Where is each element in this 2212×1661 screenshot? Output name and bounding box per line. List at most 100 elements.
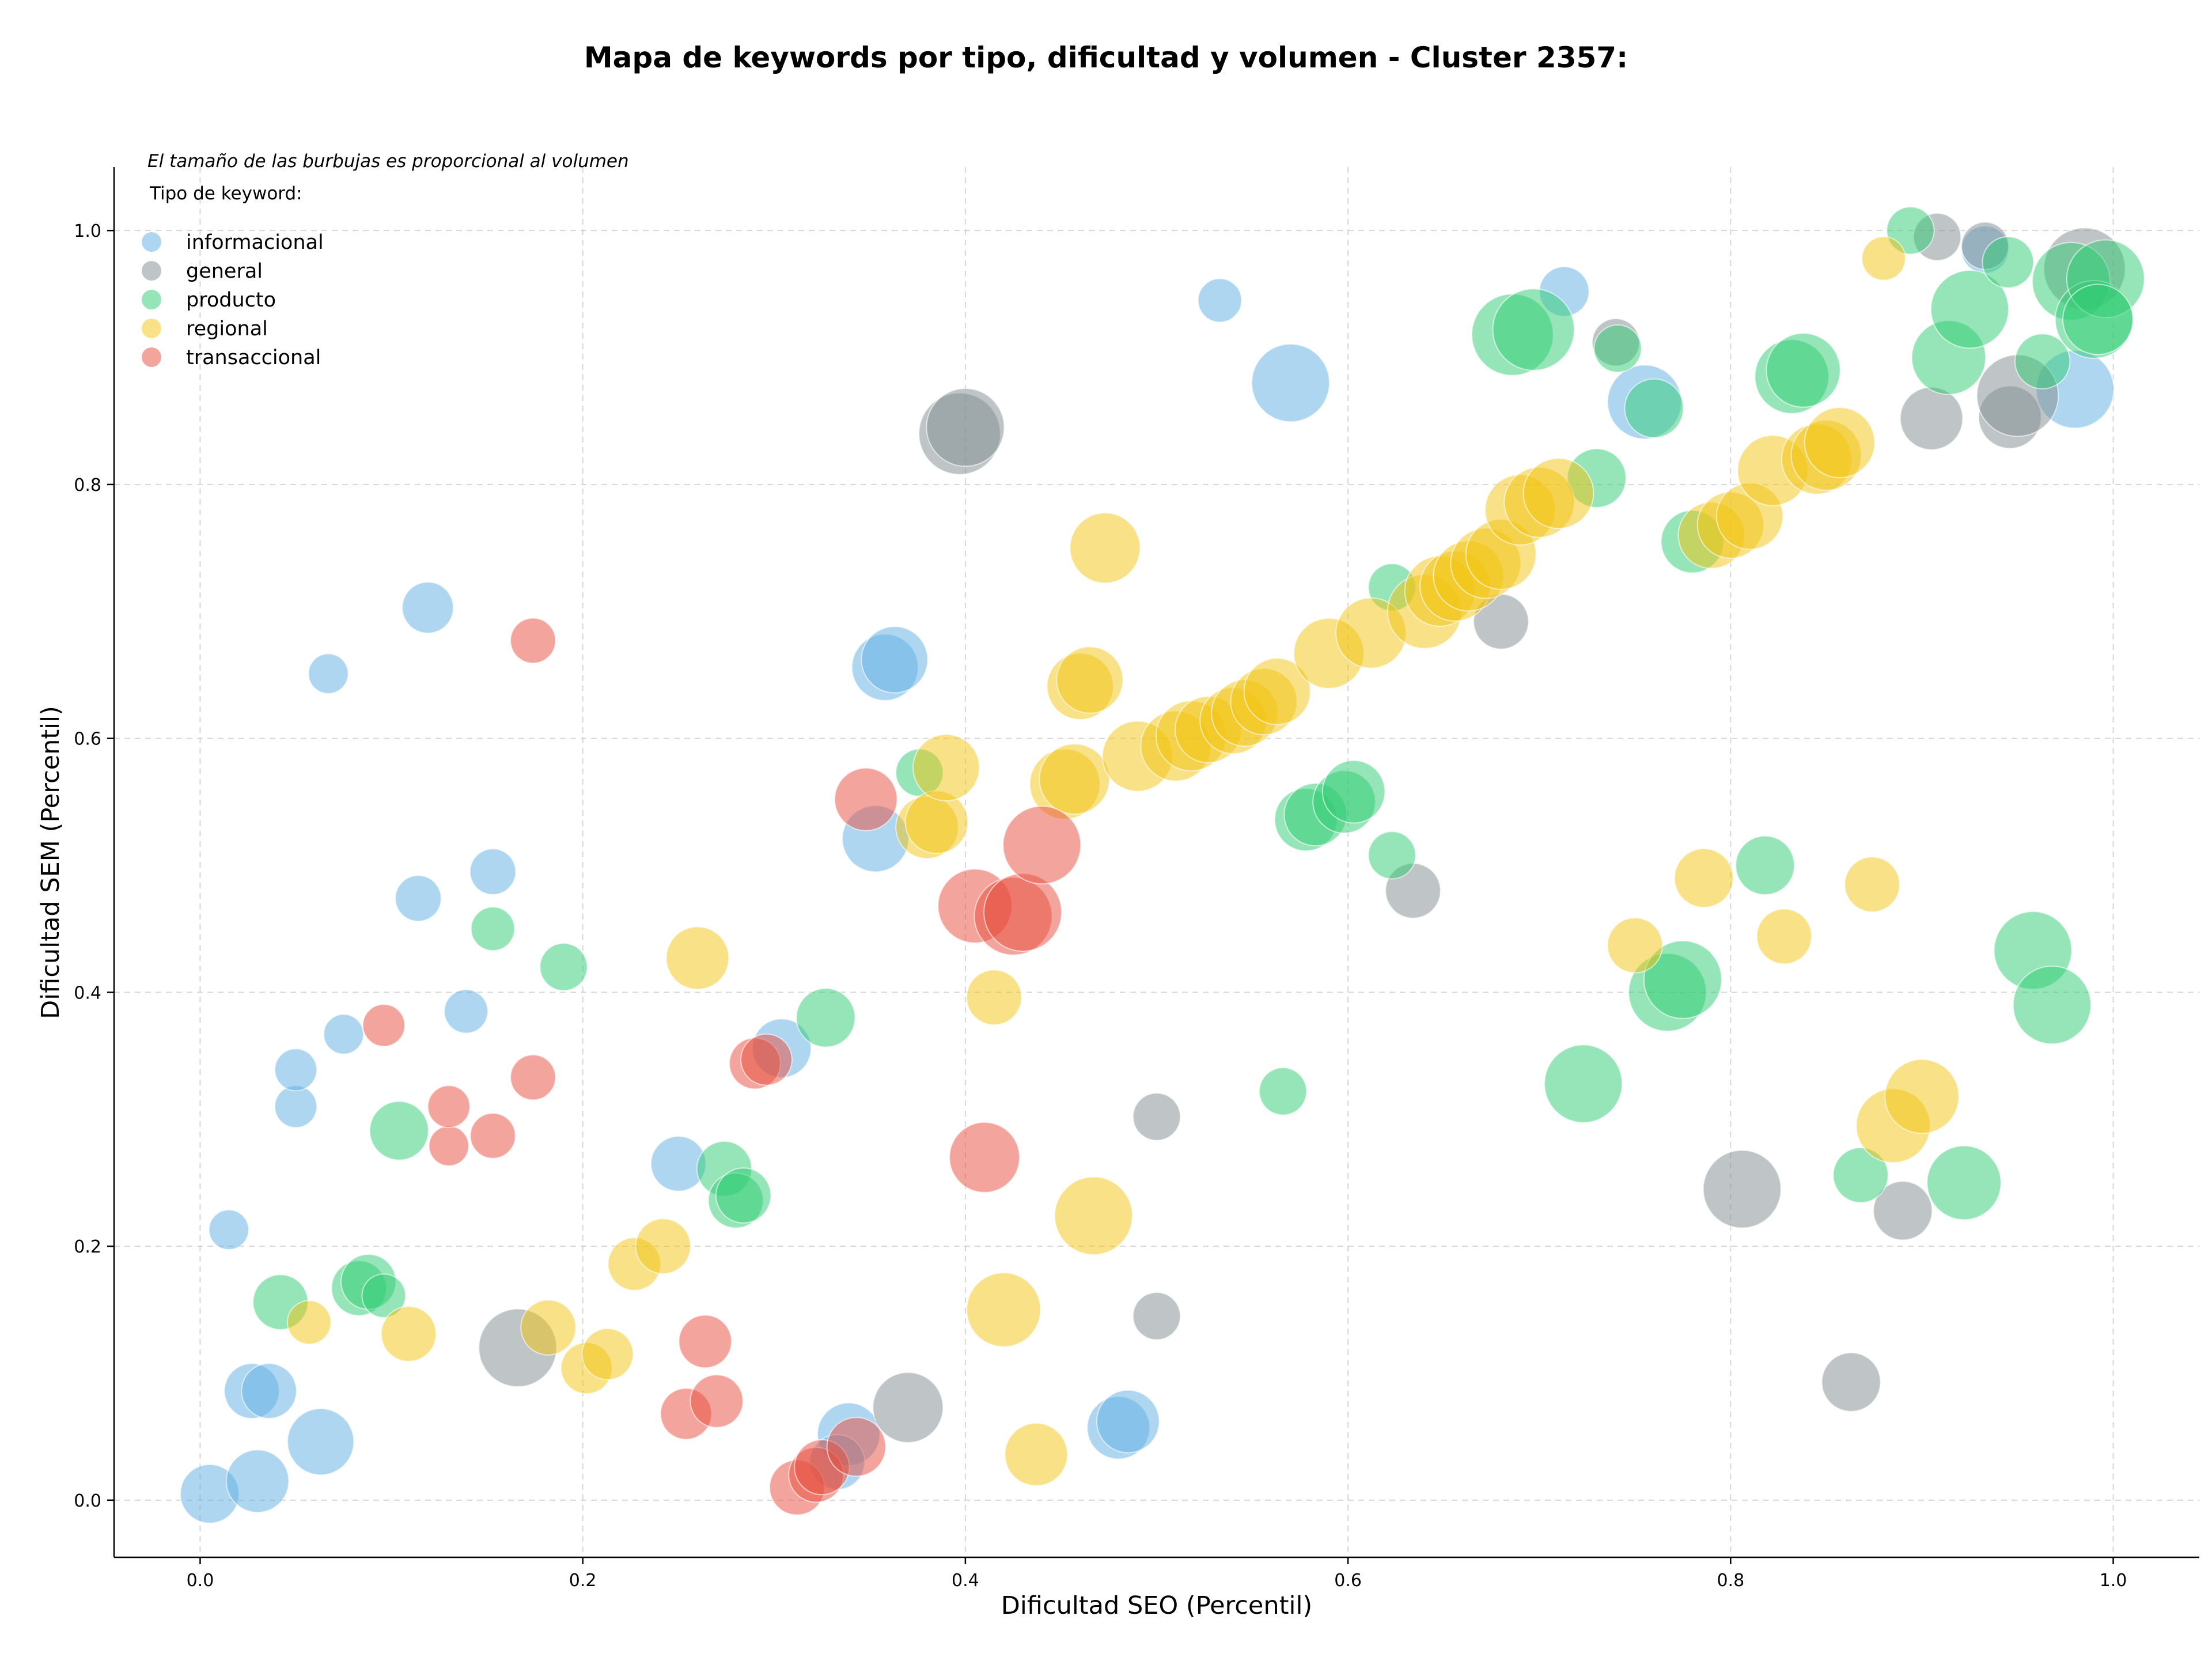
bubble-regional [1054,1176,1133,1255]
bubble-producto [1544,1044,1623,1123]
legend-item-transaccional: transaccional [142,346,321,369]
x-ticks: 0.0 0.2 0.4 0.6 0.8 1.0 [187,1557,2127,1591]
x-tick-label: 0.4 [952,1571,979,1591]
bubble-informacional [323,1013,365,1055]
bubble-transaccional [740,1033,793,1086]
bubble-general [1899,387,1964,451]
legend-label: general [186,260,263,283]
bubble-informacional [287,1408,355,1476]
bubble-informacional [274,1048,317,1092]
bubble-regional [581,1328,634,1380]
y-tick-label: 0.6 [74,729,101,750]
bubble-regional [520,1299,577,1356]
bubble-informacional [1096,1389,1160,1454]
bubble-producto [361,1273,407,1318]
bubble-regional [1069,512,1141,584]
legend: informacional general producto regional tran… [142,231,324,369]
legend-label: informacional [186,231,324,254]
bubble-regional [1861,236,1906,281]
bubble-producto [1930,270,2009,349]
bubble-general [926,388,1005,467]
bubble-producto [1735,835,1796,896]
bubble-producto [1492,288,1575,371]
legend-label: regional [186,317,268,340]
y-tick-label: 0.4 [74,983,101,1003]
legend-marker [142,347,161,367]
bubble-transaccional [428,1125,469,1167]
bubble-regional [1607,917,1663,974]
y-tick-label: 0.8 [74,475,101,495]
bubble-regional [1756,908,1813,965]
bubble-size-note: El tamaño de las burbujas es proporciona… [147,151,629,172]
bubble-producto [1624,378,1684,438]
bubble-producto [470,906,516,951]
bubble-general [1821,1352,1881,1412]
series-transaccional [362,617,1082,1516]
bubble-transaccional [1002,805,1082,885]
bubble-transaccional [983,873,1063,952]
bubble-informacional [308,653,349,694]
bubble-regional [1884,1058,1960,1134]
bubble-informacional [241,1363,297,1420]
x-tick-label: 0.2 [569,1571,597,1591]
x-tick-label: 0.0 [187,1571,214,1591]
bubble-producto [539,943,588,992]
legend-marker [142,290,161,309]
y-tick-label: 0.0 [74,1491,101,1511]
legend-marker [142,261,161,281]
x-tick-label: 1.0 [2100,1571,2127,1591]
legend-item-informacional: informacional [142,231,324,254]
bubble-producto [1368,831,1416,880]
bubble-transaccional [949,1121,1021,1193]
data-points [180,206,2145,1524]
x-tick-label: 0.6 [1334,1571,1362,1591]
bubble-informacional [395,875,442,922]
bubble-regional [1673,848,1734,909]
legend-item-regional: regional [142,317,268,340]
bubble-producto [369,1100,429,1161]
bubble-regional [635,1218,691,1274]
bubble-informacional [225,1449,290,1514]
bubble-regional [1039,743,1111,815]
bubble-producto [1643,940,1722,1019]
y-tick-label: 0.2 [74,1237,101,1257]
bubble-transaccional [469,1113,516,1159]
bubble-regional [966,969,1022,1026]
bubble-regional [1056,646,1124,714]
bubble-producto [1982,236,2035,289]
bubble-producto [1259,1067,1308,1116]
bubble-producto [2014,333,2071,389]
bubble-producto [715,1167,772,1224]
bubble-producto [796,987,856,1048]
x-tick-label: 0.8 [1717,1571,1744,1591]
bubble-informacional [402,581,454,634]
bubble-informacional [444,989,488,1034]
bubble-transaccional [510,1054,556,1101]
bubble-transaccional [362,1004,406,1047]
bubble-general [1132,1292,1181,1341]
y-ticks: 0.0 0.2 0.4 0.6 0.8 1.0 [74,221,114,1511]
bubble-regional [904,790,969,854]
chart-title: Mapa de keywords por tipo, dificultad y … [584,41,1628,74]
bubble-informacional [1251,343,1330,423]
bubble-transaccional [427,1085,471,1129]
bubble-transaccional [678,1314,732,1369]
bubble-producto [1593,324,1642,373]
bubble-producto [2012,965,2092,1045]
bubble-informacional [1197,278,1243,323]
legend-marker [142,232,161,252]
bubble-general [1702,1149,1782,1229]
bubble-regional [912,733,980,801]
bubble-regional [286,1300,332,1345]
bubble-regional [665,926,730,990]
bubble-producto [1926,1145,2002,1221]
x-axis-label: Dificultad SEO (Percentil) [1001,1591,1312,1620]
y-tick-label: 1.0 [74,221,101,241]
legend-marker [142,319,161,338]
bubble-producto [1832,1147,1889,1204]
legend-title: Tipo de keyword: [149,183,302,204]
legend-item-general: general [142,260,263,283]
legend-label: producto [186,289,276,312]
bubble-producto [2062,283,2134,355]
